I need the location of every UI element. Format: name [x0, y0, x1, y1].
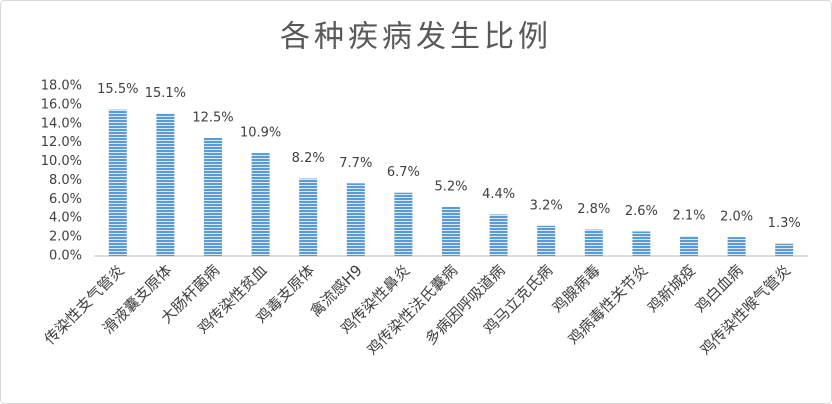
- chart-title: 各种疾病发生比例: [280, 20, 552, 55]
- y-tick-label: 12.0%: [41, 135, 82, 150]
- y-tick-label: 4.0%: [49, 211, 82, 226]
- bar: [156, 113, 175, 256]
- bar: [442, 206, 460, 256]
- y-tick-label: 6.0%: [49, 192, 82, 207]
- value-label: 2.6%: [625, 204, 658, 219]
- value-label: 8.2%: [292, 151, 325, 166]
- y-tick-label: 2.0%: [49, 230, 82, 245]
- bar: [537, 225, 556, 256]
- value-label: 6.7%: [387, 165, 420, 180]
- value-label: 2.0%: [720, 210, 753, 225]
- value-label: 7.7%: [339, 156, 372, 171]
- bar: [727, 237, 746, 256]
- y-tick-label: 14.0%: [41, 116, 82, 131]
- value-label: 10.9%: [240, 126, 281, 141]
- value-label: 2.8%: [577, 202, 610, 217]
- value-label: 15.5%: [97, 82, 138, 97]
- value-label: 1.3%: [768, 216, 801, 231]
- bar: [584, 229, 603, 256]
- value-label: 5.2%: [434, 179, 467, 194]
- y-tick-label: 0.0%: [49, 249, 82, 264]
- bar: [632, 231, 651, 256]
- bar: [108, 109, 127, 256]
- bar: [299, 178, 318, 256]
- bar: [775, 243, 794, 256]
- value-label: 3.2%: [530, 198, 563, 213]
- y-tick-label: 16.0%: [41, 97, 82, 112]
- value-label: 12.5%: [192, 110, 233, 125]
- value-label: 4.4%: [482, 187, 515, 202]
- bar: [251, 153, 270, 256]
- y-tick-label: 10.0%: [41, 154, 82, 169]
- y-tick-label: 18.0%: [41, 79, 82, 94]
- bar: [204, 137, 222, 256]
- value-label: 2.1%: [672, 209, 705, 224]
- bar: [680, 236, 698, 256]
- bar: [346, 183, 365, 256]
- bar: [489, 214, 508, 256]
- bar: [394, 192, 413, 256]
- y-tick-label: 8.0%: [49, 173, 82, 188]
- value-label: 15.1%: [145, 86, 186, 101]
